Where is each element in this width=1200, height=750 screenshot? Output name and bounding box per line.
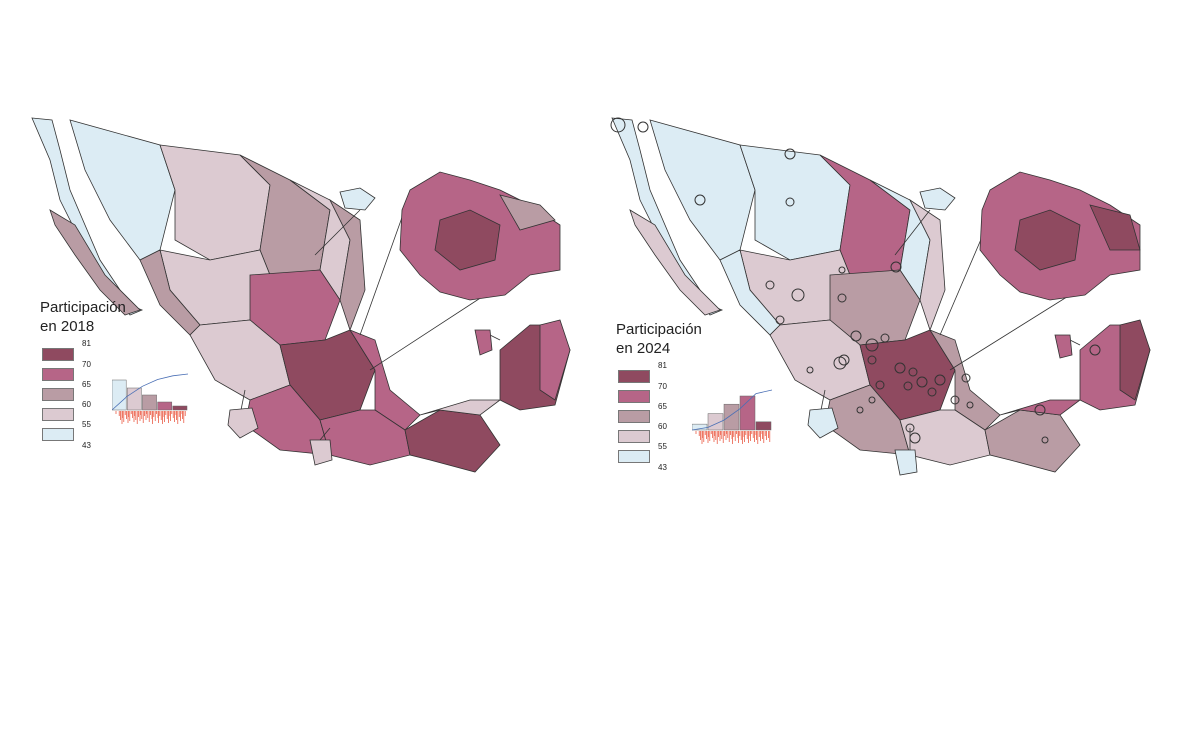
legend-swatch-4: [618, 430, 650, 443]
histogram-bar: [157, 401, 173, 411]
quintana-roo-region: [1119, 319, 1151, 401]
inset-south-2024: [894, 449, 918, 476]
legend-break-label: 60: [658, 422, 667, 431]
legend-title-line1: Participación: [40, 299, 126, 316]
cumulative-curve: [112, 373, 189, 411]
histogram-bar: [692, 423, 708, 431]
veracruz-region: [349, 329, 421, 431]
inset-yucatan-small-2024: [1054, 334, 1073, 359]
inset-south-2018: [309, 439, 333, 466]
inset-north-2024: [919, 187, 956, 211]
histogram-bar: [739, 395, 756, 431]
histogram-bar: [142, 394, 157, 411]
legend-title-2018: Participación en 2018: [40, 298, 126, 336]
inset-west-2024: [807, 407, 839, 439]
inset-central-2018: [399, 171, 561, 301]
legend-swatch-3: [618, 410, 650, 423]
inset-central-2024: [979, 171, 1141, 301]
cumulative-curve: [692, 389, 773, 431]
distribution-histogram-2018: [112, 373, 189, 424]
mexico-map-2018: [31, 117, 571, 473]
inset-connectors-2018: [239, 194, 501, 441]
legend-swatch-1: [42, 348, 74, 361]
mainland-map-2024: [611, 117, 1151, 473]
histogram-bar: [112, 379, 127, 411]
inset-north-2018: [339, 187, 376, 211]
legend-2018: 81 70 65 60 55 43: [42, 339, 102, 450]
legend-break-label: 70: [82, 360, 91, 369]
legend-swatch-5: [42, 428, 74, 441]
inset-yucatan-small-2018: [474, 329, 493, 356]
tabasco-region: [999, 399, 1082, 416]
legend-break-label: 81: [658, 361, 667, 370]
legend-break-label: 65: [658, 402, 667, 411]
distribution-histogram-2024: [692, 389, 773, 444]
legend-break-label: 81: [82, 339, 91, 348]
chiapas-region: [404, 409, 501, 473]
map-panel-2024: Participación en 2024 81 70 65 60 55 43: [610, 110, 1170, 480]
legend-title-line2: en 2018: [40, 318, 95, 335]
histogram-bar: [755, 421, 772, 431]
map-panel-2018: Participación en 2018 81 70 65 60 55 43: [30, 110, 590, 480]
mainland-map-2018: [31, 117, 571, 473]
legend-title-line1: Participación: [616, 321, 702, 338]
tabasco-region: [419, 399, 502, 416]
legend-swatch-2: [42, 368, 74, 381]
legend-break-label: 43: [82, 441, 91, 450]
legend-swatch-2: [618, 390, 650, 403]
legend-swatch-4: [42, 408, 74, 421]
legend-break-label: 43: [658, 463, 667, 472]
legend-title-2024: Participación en 2024: [616, 320, 702, 358]
legend-swatch-1: [618, 370, 650, 383]
turnout-change-circles: [610, 117, 1101, 444]
legend-break-label: 60: [82, 400, 91, 409]
legend-break-label: 55: [658, 442, 667, 451]
histogram-bar: [723, 403, 740, 431]
legend-break-label: 70: [658, 382, 667, 391]
legend-2024: 81 70 65 60 55 43: [618, 361, 678, 472]
histogram-bar: [126, 387, 142, 411]
inset-west-2018: [227, 407, 259, 439]
legend-swatch-3: [42, 388, 74, 401]
histogram-bar: [172, 405, 188, 411]
legend-title-line2: en 2024: [616, 340, 671, 357]
veracruz-region: [929, 329, 1001, 431]
legend-break-label: 55: [82, 420, 91, 429]
baja-california-region: [31, 117, 144, 316]
baja-sur-region: [629, 209, 721, 316]
baja-california-region: [611, 117, 724, 316]
legend-swatch-5: [618, 450, 650, 463]
legend-break-label: 65: [82, 380, 91, 389]
mexico-map-2024: [610, 117, 1151, 476]
quintana-roo-region: [539, 319, 571, 401]
baja-sur-region: [49, 209, 141, 316]
chiapas-region: [984, 409, 1081, 473]
